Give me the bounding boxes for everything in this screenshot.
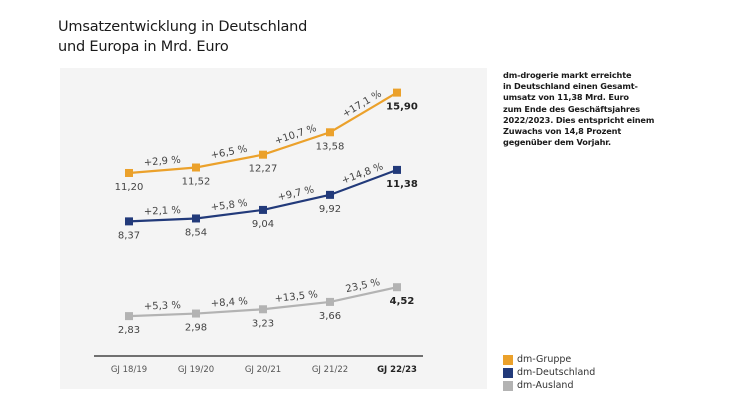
plot-background	[60, 68, 487, 389]
legend-item: dm-Gruppe	[503, 353, 595, 366]
data-point-marker	[326, 297, 334, 306]
value-label: 11,52	[182, 177, 211, 188]
value-label: 12,27	[249, 164, 278, 175]
growth-label: +13,5 %	[274, 289, 318, 305]
chart-title: Umsatzentwicklung in Deutschland und Eur…	[58, 19, 308, 55]
data-point-marker	[259, 305, 267, 314]
legend-item: dm-Deutschland	[503, 366, 595, 379]
value-label: 9,92	[319, 204, 341, 215]
annotation-note: dm-drogerie markt erreichte in Deutschla…	[503, 70, 655, 148]
value-label: 2,83	[118, 325, 140, 336]
x-tick-label: GJ 20/21	[245, 365, 281, 375]
data-point-marker	[393, 283, 401, 292]
value-label: 8,37	[118, 230, 140, 241]
legend-label: dm-Deutschland	[517, 367, 596, 378]
value-label: 15,90	[386, 102, 418, 113]
value-label: 11,38	[386, 179, 418, 190]
data-point-marker	[259, 150, 267, 159]
data-point-marker	[125, 168, 133, 177]
value-label: 4,52	[390, 296, 415, 307]
data-point-marker	[393, 88, 401, 97]
legend: dm-Gruppe dm-Deutschland dm-Ausland	[503, 353, 595, 392]
growth-label: +5,3 %	[144, 300, 181, 312]
growth-label: +8,4 %	[211, 296, 249, 309]
data-point-marker	[326, 128, 334, 137]
data-point-marker	[192, 214, 200, 223]
value-label: 9,04	[252, 219, 274, 230]
x-tick-label: GJ 22/23	[377, 365, 417, 375]
data-point-marker	[125, 312, 133, 321]
data-point-marker	[259, 205, 267, 214]
data-point-marker	[326, 190, 334, 199]
legend-swatch	[503, 367, 513, 378]
data-point-marker	[393, 165, 401, 174]
legend-label: dm-Ausland	[517, 380, 574, 391]
growth-label: +2,1 %	[144, 205, 181, 218]
x-tick-label: GJ 21/22	[312, 365, 348, 375]
data-point-marker	[192, 309, 200, 318]
data-point-marker	[125, 217, 133, 226]
x-tick-label: GJ 19/20	[178, 365, 214, 375]
growth-label: +5,8 %	[210, 198, 248, 214]
legend-swatch	[503, 354, 513, 365]
data-point-marker	[192, 163, 200, 172]
value-label: 13,58	[316, 141, 345, 152]
growth-label: +2,9 %	[143, 155, 181, 169]
legend-label: dm-Gruppe	[517, 354, 572, 365]
x-tick-label: GJ 18/19	[111, 365, 147, 375]
value-label: 3,66	[319, 311, 341, 322]
value-label: 2,98	[185, 323, 207, 334]
legend-item: dm-Ausland	[503, 379, 595, 392]
legend-swatch	[503, 380, 513, 391]
value-label: 8,54	[185, 227, 207, 238]
value-label: 3,23	[252, 318, 274, 329]
value-label: 11,20	[115, 182, 144, 193]
